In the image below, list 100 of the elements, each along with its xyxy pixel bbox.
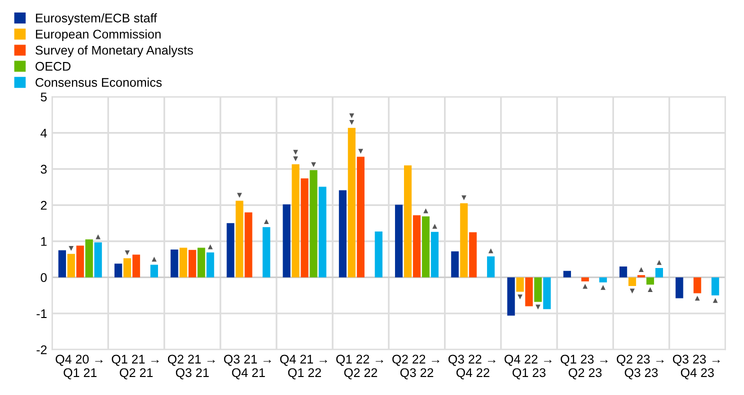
data-label: ▲ (648, 287, 653, 292)
bar (292, 164, 300, 278)
bar (655, 268, 664, 278)
bar (123, 258, 132, 278)
bar (58, 250, 66, 278)
y-tick-label: 3 (40, 164, 47, 174)
x-tick-label: Q4 22 → Q1 23 (504, 354, 552, 380)
x-tick-label: Q4 20 → Q1 21 (56, 354, 103, 380)
bar (516, 277, 524, 292)
data-label: ▲ (694, 296, 700, 301)
legend-label: Eurosystem/ECB staff (36, 13, 158, 25)
data-label: ▲ (638, 267, 644, 272)
data-label: ▼ (68, 246, 74, 251)
bar (188, 250, 196, 278)
bar (694, 277, 702, 294)
data-label: ▼ (461, 195, 466, 200)
data-label: ▲ (712, 298, 718, 303)
x-tick-label: Q2 23 → Q3 23 (616, 354, 664, 380)
y-tick-label: -1 (36, 309, 47, 318)
y-tick-label: 1 (41, 237, 47, 246)
data-label: ▼ ▼ (349, 113, 354, 125)
data-label: ▲ (264, 219, 269, 224)
data-label: ▼ (311, 162, 316, 168)
bar (534, 277, 542, 302)
bar (451, 251, 459, 278)
data-label: ▼ (536, 304, 540, 310)
bar (543, 277, 551, 310)
data-label: ▲ (208, 244, 213, 250)
x-tick-label: Q3 22 → Q4 22 (448, 354, 496, 380)
legend-label: European Commission (36, 29, 161, 42)
bar (422, 216, 430, 278)
bar (619, 266, 628, 278)
y-tick-label: 4 (40, 128, 47, 138)
data-label: ▲ (600, 284, 606, 290)
x-tick-label: Q1 22 → Q2 22 (336, 354, 384, 380)
bar (76, 246, 84, 278)
data-label: ▲ (656, 260, 662, 265)
bar (460, 203, 468, 278)
bar (395, 204, 403, 278)
bar (262, 227, 270, 278)
bar (356, 156, 364, 278)
data-label: ▼ (518, 294, 522, 300)
bar (676, 277, 684, 298)
bar (412, 215, 421, 278)
legend-label: Survey of Monetary Analysts (36, 45, 193, 58)
data-label: ▲ (432, 224, 438, 229)
bar (563, 270, 571, 278)
bar (374, 231, 382, 278)
bar (244, 212, 252, 278)
bar (85, 239, 93, 278)
bar (180, 248, 188, 278)
legend-label: OECD (36, 62, 70, 71)
bar (318, 186, 326, 278)
bar (348, 128, 356, 278)
bar (404, 165, 412, 278)
bar (114, 264, 122, 278)
data-label: ▼ (237, 192, 242, 198)
y-tick-label: -2 (36, 345, 47, 354)
bar (581, 277, 589, 282)
bar (132, 254, 140, 278)
data-label: ▲ (488, 248, 494, 254)
data-label: ▲ (423, 208, 428, 214)
x-tick-label: Q3 23 → Q4 23 (672, 354, 720, 380)
bar (338, 190, 347, 278)
bar (236, 200, 244, 278)
bar (430, 232, 439, 278)
data-label: ▼ ▼ (293, 150, 298, 162)
x-tick-label: Q2 22 → Q3 22 (392, 354, 440, 380)
bar (646, 277, 654, 285)
x-tick-label: Q4 21 → Q1 22 (280, 354, 328, 380)
x-tick-label: Q3 21 → Q4 21 (224, 354, 271, 380)
x-tick-label: Q1 21 → Q2 21 (112, 354, 159, 380)
y-tick-label: 0 (40, 273, 47, 282)
bar (711, 277, 720, 296)
bar (150, 264, 158, 278)
bar (198, 248, 206, 278)
data-label: ▼ (358, 148, 364, 154)
bar (282, 204, 290, 278)
y-tick-label: 5 (40, 92, 47, 102)
bar (67, 254, 75, 278)
x-tick-label: Q2 21 → Q3 21 (168, 354, 215, 380)
bar (170, 250, 178, 278)
x-tick-label: Q1 23 → Q2 23 (560, 354, 608, 380)
bar (310, 170, 318, 278)
data-label: ▲ (152, 256, 157, 262)
bar (628, 277, 636, 286)
data-label: ▲ (96, 234, 101, 240)
bar (300, 178, 308, 278)
data-label: ▼ (630, 288, 635, 294)
data-label: ▲ (582, 284, 588, 289)
bar (599, 277, 607, 282)
bar (487, 256, 495, 278)
bar (525, 277, 533, 306)
bar (507, 277, 515, 316)
bar (94, 242, 102, 278)
bar (206, 252, 214, 278)
bar (226, 223, 234, 278)
bar (469, 232, 477, 278)
data-label: ▼ (124, 250, 130, 256)
y-tick-label: 2 (40, 200, 47, 210)
